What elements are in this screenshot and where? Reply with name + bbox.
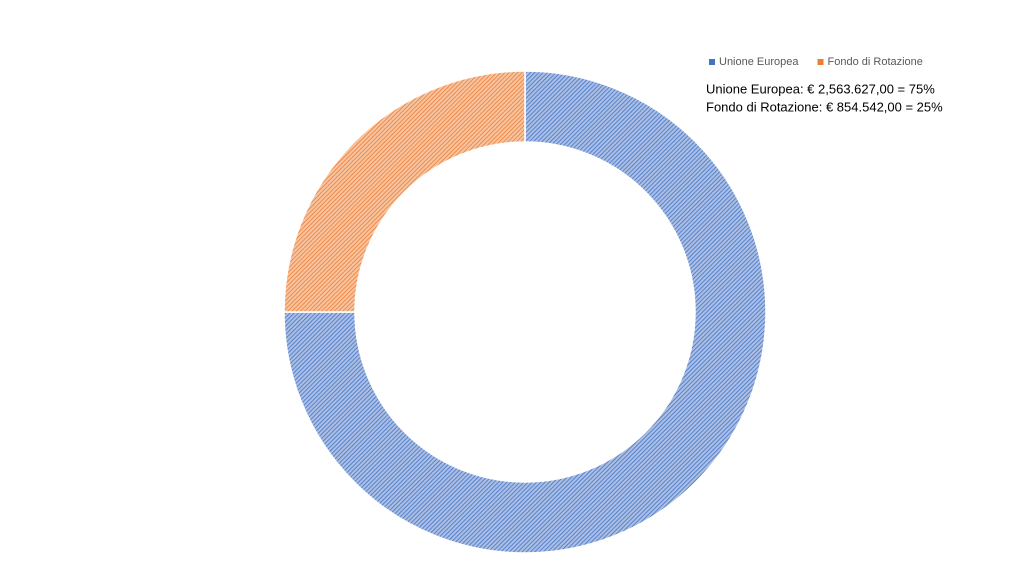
- legend-label: Unione Europea: [719, 56, 799, 68]
- annotation: Unione Europea: € 2,563.627,00 = 75%: [706, 81, 935, 96]
- legend-label: Fondo di Rotazione: [828, 56, 923, 68]
- legend-marker: [709, 59, 715, 65]
- annotation: Fondo di Rotazione: € 854.542,00 = 25%: [706, 99, 943, 114]
- legend-marker: [817, 59, 824, 65]
- doughnut-slice: [283, 70, 767, 554]
- doughnut-slice: [283, 70, 526, 313]
